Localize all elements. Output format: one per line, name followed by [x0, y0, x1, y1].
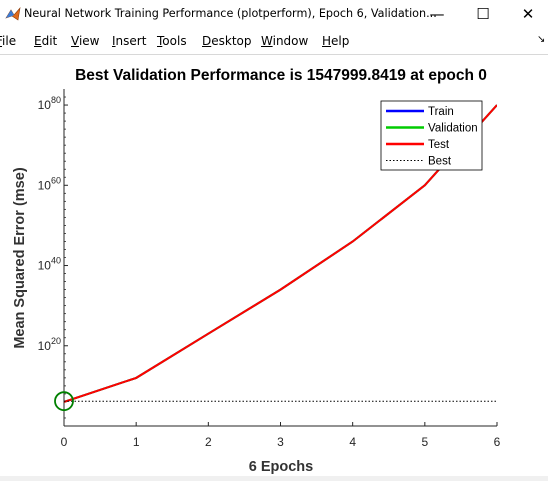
best-epoch-marker [54, 391, 74, 412]
y-tick-label: 1080 [38, 95, 61, 112]
series-layer [64, 104, 497, 403]
matlab-icon [5, 6, 21, 21]
menu-tools[interactable]: Tools [157, 34, 187, 48]
series-test [64, 104, 497, 403]
performance-plot: Best Validation Performance is 1547999.8… [12, 67, 501, 475]
menu-desktop[interactable]: Desktop [202, 34, 252, 48]
legend-box [380, 100, 483, 171]
menu-divider [0, 54, 548, 55]
legend-label-train: Train [428, 106, 454, 118]
title-bar[interactable]: Neural Network Training Performance (plo… [0, 0, 548, 28]
x-tick-label: 2 [205, 435, 212, 449]
x-axis-label: 6 Epochs [249, 459, 313, 475]
x-tick-label: 6 [494, 435, 501, 449]
menu-file[interactable]: File [0, 34, 17, 48]
window-title: Neural Network Training Performance (plo… [24, 7, 437, 20]
marker-layer [54, 391, 74, 412]
maximize-button[interactable]: ☐ [460, 0, 506, 28]
x-tick-label: 3 [277, 435, 284, 449]
menu-insert[interactable]: Insert [112, 34, 147, 48]
menu-window[interactable]: Window [261, 34, 309, 48]
dock-arrow-icon[interactable]: ↘ [537, 34, 546, 45]
menu-view[interactable]: View [71, 34, 100, 48]
y-tick-label: 1020 [38, 336, 61, 353]
figure-area: Best Validation Performance is 1547999.8… [0, 55, 548, 481]
y-axis: 1020 1040 1060 1080 [38, 95, 68, 419]
menu-edit[interactable]: Edit [34, 34, 58, 48]
legend-label-test: Test [428, 139, 450, 151]
close-button[interactable]: ✕ [505, 0, 548, 28]
x-axis: 0 1 2 3 4 5 6 [61, 422, 501, 449]
x-tick-label: 5 [421, 435, 428, 449]
status-strip [0, 476, 548, 481]
legend-label-best: Best [428, 156, 452, 168]
y-tick-label: 1040 [38, 256, 61, 273]
y-tick-label: 1060 [38, 175, 61, 192]
minimize-icon: — [429, 5, 445, 23]
legend: Train Validation Test Best [380, 100, 483, 171]
y-axis-label: Mean Squared Error (mse) [12, 167, 28, 348]
x-tick-label: 0 [61, 435, 68, 449]
x-tick-label: 1 [133, 435, 140, 449]
minimize-button[interactable]: — [414, 0, 460, 28]
legend-label-validation: Validation [428, 123, 478, 135]
maximize-icon: ☐ [476, 5, 490, 23]
menu-bar: File Edit View Insert Tools Desktop Wind… [0, 30, 548, 52]
x-tick-label: 4 [349, 435, 356, 449]
chart-title: Best Validation Performance is 1547999.8… [75, 67, 487, 84]
menu-help[interactable]: Help [322, 34, 350, 48]
close-icon: ✕ [521, 5, 535, 23]
